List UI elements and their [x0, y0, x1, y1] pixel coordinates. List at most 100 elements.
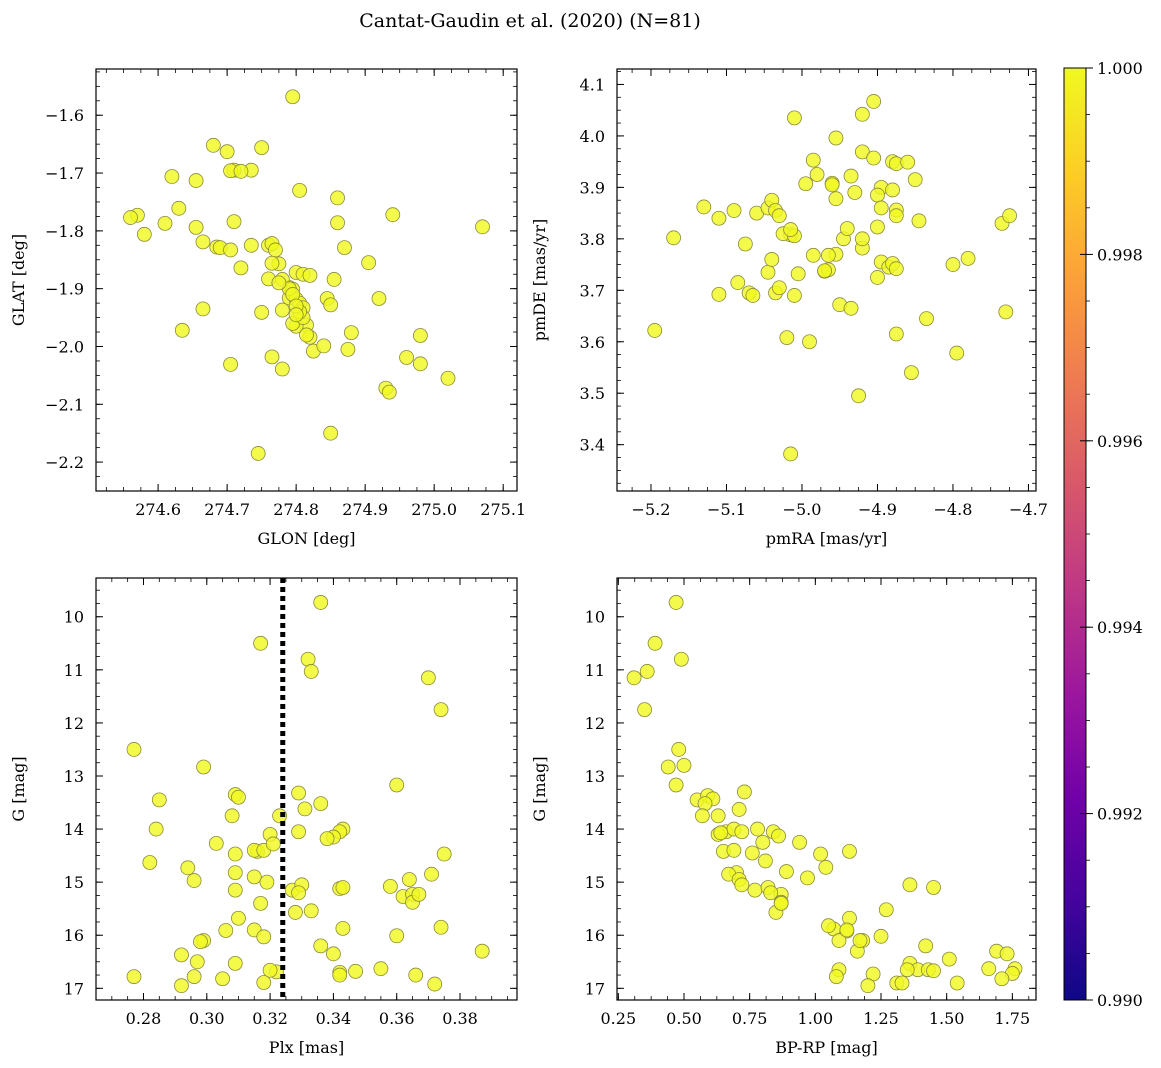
scatter-point — [747, 882, 763, 898]
scatter-point — [274, 361, 290, 377]
x-tick-label: 275.1 — [480, 500, 526, 519]
scatter-point — [668, 595, 684, 610]
scatter-point — [326, 946, 341, 962]
scatter-point — [773, 895, 789, 911]
scatter-point — [323, 425, 339, 441]
scatter-point — [126, 969, 142, 985]
scatter-point — [787, 288, 802, 303]
y-tick-label: −1.8 — [45, 222, 84, 241]
scatter-point — [696, 199, 712, 215]
scatter-point — [666, 230, 682, 246]
x-tick-label: 274.9 — [342, 500, 388, 519]
scatter-point — [866, 94, 882, 109]
scatter-point — [745, 288, 761, 303]
scatter-point — [873, 200, 889, 216]
scatter-point — [639, 664, 655, 679]
scatter-point — [195, 301, 211, 317]
scatter-point — [866, 150, 882, 166]
scatter-point — [303, 664, 319, 679]
y-axis-label: pmDE [mas/yr] — [530, 219, 549, 342]
x-tick-label: 0.32 — [252, 1009, 288, 1028]
y-tick-label: 11 — [585, 661, 605, 680]
figure-title: Cantat-Gaudin et al. (2020) (N=81) — [359, 10, 701, 32]
scatter-point — [949, 345, 965, 361]
x-tick-label: 274.8 — [273, 500, 319, 519]
scatter-point — [313, 595, 329, 610]
scatter-point — [256, 929, 272, 945]
scatter-point — [851, 388, 866, 404]
scatter-point — [817, 263, 833, 279]
scatter-point — [256, 975, 272, 990]
scatter-point — [873, 928, 889, 944]
x-tick-label: −4.9 — [858, 500, 897, 519]
colorbar-tick-label: 0.994 — [1097, 618, 1143, 637]
scatter-point — [254, 304, 270, 320]
y-tick-label: 4.1 — [580, 75, 605, 94]
scatter-point — [820, 247, 836, 263]
scatter-point — [860, 978, 876, 994]
scatter-point — [411, 886, 427, 902]
x-tick-label: 0.28 — [126, 1009, 162, 1028]
colorbar: 0.990 0.992 0.994 0.996 0.998 1.000 — [1063, 59, 1143, 1010]
scatter-point — [340, 341, 356, 357]
scatter-point — [262, 962, 278, 978]
scatter-point — [227, 865, 243, 881]
scatter-point — [711, 210, 727, 226]
x-tick-label: 0.75 — [732, 1009, 768, 1028]
y-tick-label: 4.0 — [580, 127, 605, 146]
scatter-point — [254, 140, 270, 156]
scatter-point — [188, 173, 204, 188]
scatter-point — [151, 792, 167, 808]
scatter-point — [433, 919, 449, 935]
x-tick-label: 274.7 — [204, 500, 250, 519]
y-tick-label: 3.4 — [580, 436, 605, 455]
scatter-point — [697, 796, 713, 811]
y-tick-label: −1.6 — [45, 106, 84, 125]
scatter-point — [389, 928, 405, 944]
scatter-point — [264, 255, 280, 271]
scatter-point — [764, 252, 780, 267]
y-tick-label: 3.8 — [580, 230, 605, 249]
scatter-point — [231, 789, 246, 805]
scatter-point — [878, 902, 894, 918]
y-tick-label: 13 — [585, 767, 605, 786]
scatter-point — [265, 836, 281, 852]
scatter-point — [330, 215, 345, 231]
y-axis-label: G [mag] — [530, 756, 549, 821]
x-tick-label: 274.6 — [135, 500, 181, 519]
scatter-point — [271, 275, 287, 291]
scatter-point — [226, 214, 242, 230]
scatter-point — [926, 880, 941, 895]
scatter-point — [268, 242, 283, 258]
panel-pmra-pmde: −5.2 −5.1 −5.0 −4.9 −4.8 −4.7 3.4 3.5 3.6 3.7 3.8 3… — [530, 68, 1048, 548]
scatter-point — [189, 954, 205, 970]
scatter-point — [253, 895, 269, 911]
x-tick-label: −5.2 — [632, 500, 671, 519]
scatter-point — [174, 978, 189, 994]
scatter-point — [424, 866, 439, 882]
scatter-point — [731, 802, 747, 817]
y-tick-label: 3.5 — [580, 384, 605, 403]
y-tick-label: −2.1 — [45, 395, 84, 414]
scatter-point — [319, 831, 335, 847]
scatter-point — [291, 785, 306, 801]
scatter-point — [888, 261, 904, 277]
scatter-point — [186, 969, 202, 985]
scatter-point — [828, 969, 844, 985]
scatter-point — [899, 962, 915, 978]
x-tick-label: 1.25 — [863, 1009, 899, 1028]
colorbar-tick-label: 0.996 — [1097, 432, 1143, 451]
scatter-point — [843, 168, 859, 184]
scatter-point — [288, 307, 304, 323]
scatter-point — [755, 834, 771, 850]
y-axis-label: G [mag] — [9, 756, 28, 821]
scatter-point — [399, 350, 414, 365]
scatter-point — [427, 976, 443, 992]
scatter-point — [902, 877, 918, 893]
scatter-point — [783, 222, 799, 237]
x-tick-label: 0.25 — [601, 1009, 637, 1028]
scatter-point — [676, 757, 692, 773]
scatter-point — [193, 934, 208, 950]
scatter-point — [852, 933, 868, 948]
